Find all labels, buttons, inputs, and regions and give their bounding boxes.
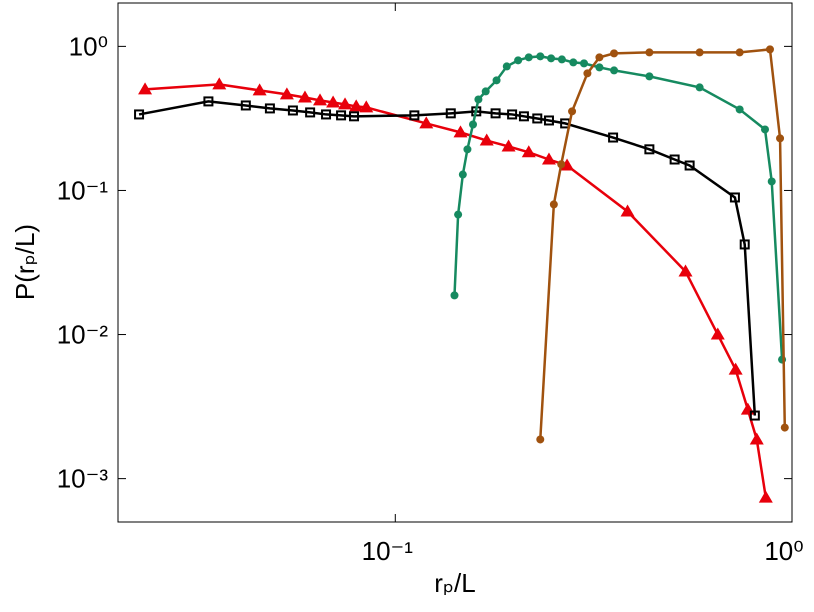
marker (532, 113, 543, 124)
y-tick-label: 10⁰ (69, 31, 108, 61)
marker (758, 490, 773, 503)
marker (536, 435, 545, 444)
marker (458, 170, 467, 179)
marker (313, 93, 328, 106)
marker (336, 110, 347, 121)
marker (409, 110, 420, 121)
marker (761, 125, 770, 134)
marker (543, 115, 554, 126)
marker (474, 95, 483, 104)
marker (780, 423, 789, 432)
marker (740, 402, 755, 415)
marker (524, 53, 533, 62)
marker (419, 116, 434, 129)
marker (749, 410, 760, 421)
marker (569, 58, 578, 67)
marker (536, 52, 545, 61)
marker (610, 66, 619, 75)
marker (568, 107, 577, 116)
marker (767, 177, 776, 186)
plot-frame (117, 2, 793, 523)
y-tick-label: 10⁻³ (57, 464, 109, 494)
marker (735, 48, 744, 57)
marker (579, 59, 588, 68)
marker (595, 53, 604, 62)
marker (349, 111, 360, 122)
marker (644, 144, 655, 155)
marker (463, 145, 472, 154)
marker (547, 54, 556, 63)
marker (240, 100, 251, 111)
marker (490, 108, 501, 119)
marker (469, 120, 478, 129)
marker (502, 62, 511, 71)
marker (765, 45, 774, 54)
marker (445, 108, 456, 119)
marker (521, 145, 536, 158)
marker (326, 95, 341, 108)
marker (735, 105, 744, 114)
marker (557, 55, 566, 64)
marker (645, 48, 654, 57)
y-tick-label: 10⁻¹ (57, 175, 109, 205)
marker (514, 56, 523, 65)
marker (518, 111, 529, 122)
marker (305, 107, 316, 118)
marker (684, 160, 695, 171)
marker (595, 63, 604, 72)
marker (739, 239, 750, 250)
marker (695, 83, 704, 92)
marker (501, 139, 516, 152)
x-tick-label: 10⁰ (764, 536, 803, 566)
y-tick-label: 10⁻² (57, 320, 109, 350)
marker (453, 125, 468, 138)
marker (507, 109, 518, 120)
marker (212, 77, 227, 90)
marker (541, 152, 556, 165)
marker (138, 82, 153, 95)
series-line (453, 55, 784, 360)
y-axis-label: P(rₚ/L) (10, 224, 40, 300)
marker (134, 109, 145, 120)
marker (669, 154, 680, 165)
marker (610, 49, 619, 58)
marker (481, 87, 490, 96)
marker (729, 192, 740, 203)
series-line (138, 100, 757, 416)
marker (359, 100, 374, 113)
marker (749, 432, 764, 445)
marker (287, 105, 298, 116)
marker (620, 204, 635, 217)
marker (583, 69, 592, 78)
marker (549, 200, 558, 209)
marker (264, 103, 275, 114)
x-tick-label: 10⁻¹ (362, 536, 414, 566)
marker (710, 327, 725, 340)
marker (203, 96, 214, 107)
marker (492, 76, 501, 85)
marker (728, 362, 743, 375)
marker (645, 72, 654, 81)
marker (450, 291, 459, 300)
marker (557, 160, 566, 169)
marker (297, 90, 312, 103)
marker (349, 99, 364, 112)
marker (279, 87, 294, 100)
marker (695, 48, 704, 57)
marker (321, 109, 332, 120)
marker (608, 132, 619, 143)
marker (678, 264, 693, 277)
marker (252, 83, 267, 96)
marker (479, 133, 494, 146)
marker (776, 134, 785, 143)
marker (454, 210, 463, 219)
x-axis-label: rₚ/L (434, 568, 475, 598)
marker (338, 97, 353, 110)
